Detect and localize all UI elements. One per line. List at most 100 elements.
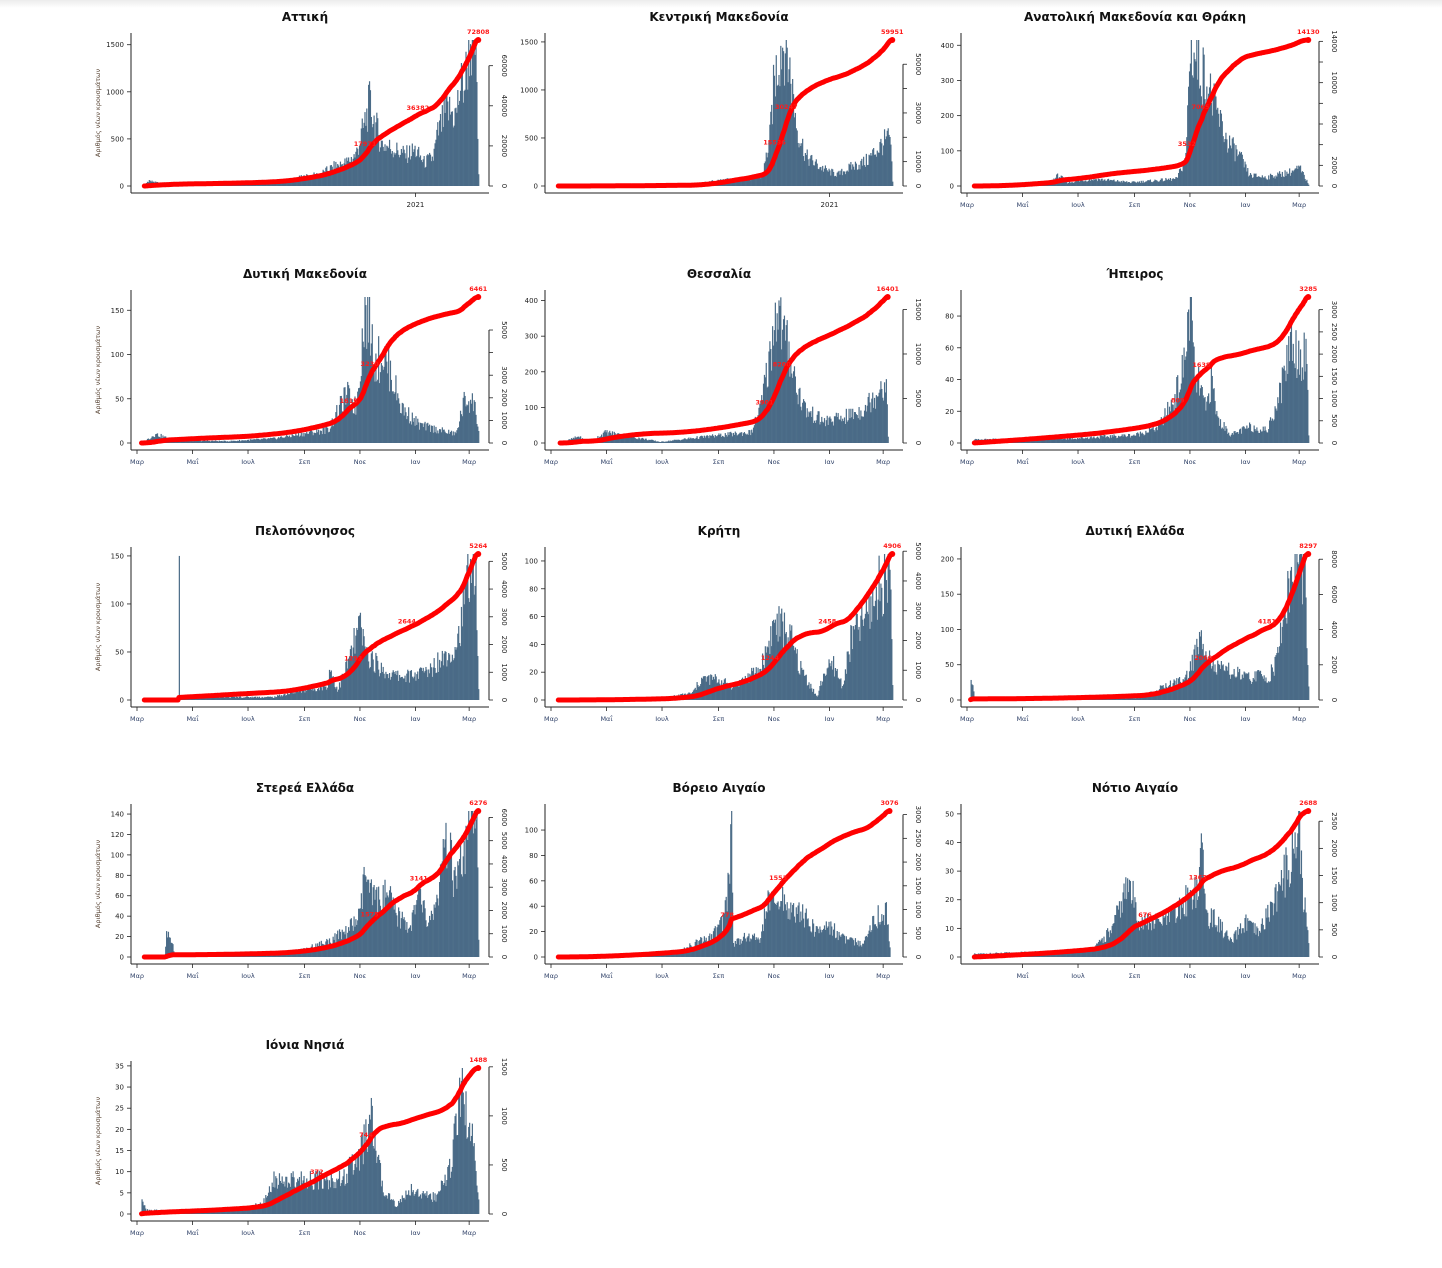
daily-cases-bar — [892, 685, 893, 700]
x-tick-label: Μαρ — [1292, 458, 1306, 466]
right-tick-label: 0 — [1330, 184, 1338, 188]
left-tick-label: 100 — [111, 851, 124, 859]
cumulative-cases-line — [974, 297, 1308, 443]
x-tick-label: Μαΐ — [1016, 714, 1029, 723]
x-tick-label: Νοε — [768, 458, 781, 466]
x-tick-label: Μαρ — [462, 715, 476, 723]
right-tick-label: 500 — [1330, 923, 1338, 936]
cumulative-annotation: 1575 — [361, 911, 380, 919]
right-tick-label: 3000 — [1330, 301, 1338, 319]
chart-panel: Αττική7280817971363820500100015000200004… — [90, 0, 520, 240]
x-tick-label: Ιουλ — [1071, 972, 1085, 980]
cumulative-cases-line — [974, 40, 1308, 186]
right-tick-label: 1500 — [1330, 367, 1338, 385]
cumulative-end-point — [475, 294, 481, 300]
left-tick-label: 60 — [529, 877, 538, 885]
x-tick-label: Ιαν — [411, 715, 421, 723]
x-tick-label: Μαρ — [960, 715, 974, 723]
final-total-label: 5264 — [469, 542, 488, 550]
cumulative-cases-line — [142, 297, 479, 443]
y-axis-title: Αριθμός νέων κρουσμάτων — [94, 840, 102, 929]
x-tick-label: 2021 — [821, 201, 839, 209]
left-tick-label: 100 — [941, 626, 954, 634]
left-tick-label: 100 — [525, 827, 538, 835]
panel-title: Ήπειρος — [1106, 267, 1164, 281]
right-tick-label: 2500 — [1330, 812, 1338, 830]
left-tick-label: 120 — [111, 831, 124, 839]
cumulative-annotation: 676 — [1138, 911, 1152, 919]
chart-panel: Ιόνια Νησιά14883727440510152025303505001… — [90, 1028, 520, 1268]
x-tick-label: Σεπ — [713, 972, 725, 980]
left-tick-label: 20 — [115, 933, 124, 941]
left-tick-label: 40 — [945, 376, 954, 384]
cumulative-annotation: 30247 — [775, 103, 798, 111]
left-tick-label: 40 — [115, 913, 124, 921]
left-tick-label: 0 — [534, 954, 538, 962]
right-tick-label: 6000 — [1330, 586, 1338, 604]
left-tick-label: 300 — [525, 333, 538, 341]
left-tick-label: 100 — [111, 600, 124, 608]
x-tick-label: Μαρ — [462, 972, 476, 980]
x-tick-label: Μαΐ — [600, 457, 613, 466]
left-tick-label: 10 — [945, 925, 954, 933]
right-tick-label: 2000 — [1330, 156, 1338, 174]
x-tick-label: Ιαν — [825, 715, 835, 723]
y-axis-title: Αριθμός νέων κρουσμάτων — [94, 326, 102, 415]
left-tick-label: 20 — [945, 896, 954, 904]
cumulative-annotation: 4181 — [1258, 617, 1277, 625]
right-tick-label: 10000 — [1330, 72, 1338, 94]
cumulative-annotation: 778 — [720, 911, 734, 919]
x-tick-label: Μαρ — [130, 972, 144, 980]
panel-title: Δυτική Ελλάδα — [1085, 524, 1184, 538]
x-tick-label: Σεπ — [713, 715, 725, 723]
chart-panel: Θεσσαλία16401390182000100200300400050001… — [504, 257, 934, 497]
right-tick-label: 4000 — [1330, 621, 1338, 639]
left-tick-label: 50 — [115, 648, 124, 656]
right-tick-label: 1000 — [1330, 390, 1338, 408]
left-tick-label: 60 — [529, 613, 538, 621]
x-tick-label: Μαρ — [130, 458, 144, 466]
x-tick-label: Μαρ — [544, 458, 558, 466]
left-tick-label: 80 — [529, 585, 538, 593]
left-tick-label: 20 — [945, 408, 954, 416]
left-tick-label: 0 — [534, 183, 538, 191]
cumulative-end-point — [885, 294, 891, 300]
x-tick-label: Σεπ — [713, 458, 725, 466]
cumulative-annotation: 1244 — [761, 654, 780, 662]
chart-panel: Στερεά Ελλάδα627615753141020406080100120… — [90, 771, 520, 1011]
final-total-label: 8297 — [1299, 542, 1317, 550]
left-tick-label: 60 — [115, 892, 124, 900]
right-tick-label: 0 — [1330, 698, 1338, 702]
left-tick-label: 1500 — [520, 38, 538, 46]
panel-title: Ανατολική Μακεδονία και Θράκη — [1024, 10, 1246, 24]
cumulative-end-point — [475, 37, 481, 43]
x-tick-label: Νοε — [354, 715, 367, 723]
left-tick-label: 0 — [120, 954, 124, 962]
cumulative-end-point — [889, 37, 895, 43]
left-tick-label: 0 — [950, 697, 954, 705]
left-tick-label: 0 — [950, 440, 954, 448]
final-total-label: 6276 — [469, 799, 488, 807]
x-tick-label: Μαΐ — [600, 971, 613, 980]
cumulative-annotation: 1638 — [1192, 361, 1211, 369]
left-tick-label: 80 — [529, 852, 538, 860]
right-tick-label: 2000 — [1330, 656, 1338, 674]
cumulative-annotation: 1363 — [1189, 874, 1207, 882]
left-tick-label: 0 — [120, 697, 124, 705]
left-tick-label: 80 — [945, 313, 954, 321]
x-tick-label: Μαρ — [876, 715, 890, 723]
final-total-label: 6461 — [469, 285, 488, 293]
left-tick-label: 200 — [941, 112, 954, 120]
panel-title: Πελοπόννησος — [255, 524, 355, 538]
daily-cases-bar — [1308, 435, 1309, 443]
left-tick-label: 80 — [115, 872, 124, 880]
panel-title: Ιόνια Νησιά — [266, 1038, 345, 1052]
x-tick-label: Ιουλ — [1071, 715, 1085, 723]
panel-title: Κεντρική Μακεδονία — [649, 10, 788, 24]
right-tick-label: 500 — [1330, 414, 1338, 427]
left-tick-label: 40 — [529, 903, 538, 911]
cumulative-annotation: 15536 — [763, 138, 786, 146]
cumulative-annotation: 2644 — [398, 618, 417, 626]
final-total-label: 14130 — [1297, 28, 1320, 36]
daily-cases-bar — [478, 431, 479, 443]
